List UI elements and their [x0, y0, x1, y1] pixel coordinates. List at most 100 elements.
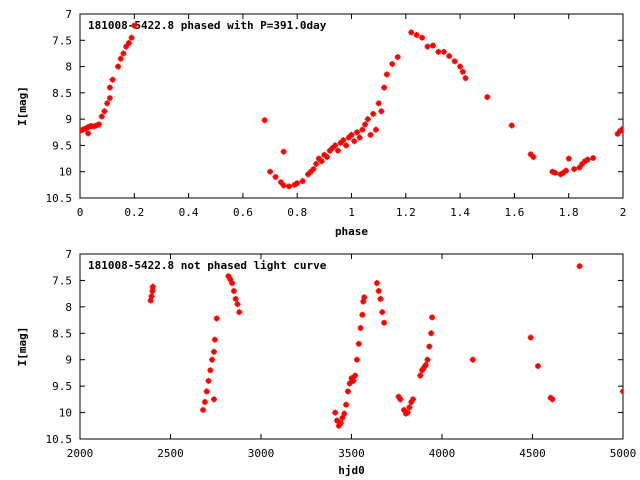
data-point	[98, 113, 105, 120]
data-point	[351, 138, 358, 145]
data-point	[419, 34, 426, 41]
data-point	[106, 84, 113, 91]
data-point	[359, 311, 366, 318]
x-tick-label: 0.6	[233, 206, 253, 219]
data-point	[280, 182, 287, 189]
data-point	[408, 29, 415, 36]
data-point	[232, 295, 239, 302]
plot-frame	[79, 253, 624, 440]
data-point	[125, 39, 132, 46]
data-point	[419, 367, 426, 374]
data-point	[413, 32, 420, 39]
data-point	[356, 134, 363, 141]
data-point	[534, 363, 541, 370]
x-tick-label: 1.6	[504, 206, 524, 219]
data-point	[131, 22, 138, 29]
data-point	[85, 124, 92, 131]
x-tick-label: 1.8	[559, 206, 579, 219]
x-tick-label: 2000	[67, 447, 94, 460]
data-point	[383, 71, 390, 78]
data-point	[348, 131, 355, 138]
data-point	[381, 84, 388, 91]
data-point	[148, 293, 155, 300]
data-point	[326, 147, 333, 154]
data-point	[343, 142, 350, 149]
data-point	[579, 160, 586, 167]
data-point	[379, 309, 386, 316]
data-point	[207, 367, 214, 374]
data-point	[90, 123, 97, 130]
data-point	[364, 116, 371, 123]
x-axis-label: hjd0	[338, 464, 365, 477]
data-point	[353, 129, 360, 136]
data-point	[213, 315, 220, 322]
data-point	[440, 48, 447, 55]
data-point	[359, 126, 366, 133]
data-point	[332, 409, 339, 416]
data-point	[210, 348, 217, 355]
y-tick-label: 9.5	[52, 139, 72, 152]
data-point	[128, 34, 135, 41]
data-point	[590, 155, 597, 162]
data-point	[344, 388, 351, 395]
phased-light-curve-panel: 0 0.2 0.4 0.6 0.8 1 1.2 1.4 1.6 1.8 2 7 7.5 8 8.5 9 9.5 1…	[16, 8, 626, 238]
y-tick-label: 7.5	[52, 34, 72, 47]
data-point	[201, 399, 208, 405]
data-point	[318, 158, 325, 165]
x-tick-label: 3500	[338, 447, 365, 460]
y-tick-label: 7.5	[52, 274, 72, 287]
data-point	[557, 171, 564, 178]
data-point	[345, 134, 352, 141]
y-tick-label: 7	[65, 248, 72, 261]
data-point	[109, 76, 116, 83]
data-point	[305, 171, 312, 178]
y-tick-label: 10.5	[46, 192, 73, 205]
data-point	[329, 145, 336, 152]
data-point	[451, 58, 458, 65]
data-point	[348, 375, 355, 382]
data-point	[429, 314, 436, 321]
data-point	[617, 127, 623, 134]
data-series	[147, 263, 623, 429]
data-point	[408, 399, 415, 405]
chart-title: 181008-5422.8 phased with P=391.0day	[88, 19, 327, 32]
raw-light-curve-panel: 2000 2500 3000 3500 4000 4500 5000 7 7.5 8 8.5 9 9.5…	[16, 248, 636, 477]
data-point	[375, 288, 382, 294]
data-point	[410, 396, 417, 403]
x-tick-label: 1.2	[396, 206, 416, 219]
data-point	[353, 356, 360, 363]
data-point	[272, 173, 279, 180]
data-point	[324, 153, 331, 160]
data-point	[104, 100, 111, 107]
data-point	[343, 401, 350, 408]
data-point	[370, 110, 377, 117]
data-point	[549, 168, 556, 175]
data-point	[234, 301, 241, 308]
data-point	[80, 126, 86, 133]
data-point	[205, 377, 212, 384]
data-point	[560, 169, 567, 176]
data-point	[435, 48, 442, 55]
y-axis-label: I[mag]	[16, 327, 29, 367]
y-tick-label: 10	[59, 407, 72, 420]
data-point	[576, 263, 583, 270]
x-tick-label: 0.8	[287, 206, 307, 219]
data-point	[428, 330, 435, 337]
data-point	[614, 130, 621, 137]
data-point	[571, 166, 578, 173]
data-point	[378, 108, 385, 115]
data-point	[294, 180, 301, 187]
data-point	[149, 283, 156, 290]
data-point	[367, 131, 374, 138]
y-tick-label: 8	[65, 301, 72, 314]
data-point	[310, 166, 317, 173]
data-point	[101, 108, 108, 115]
y-tick-label: 9	[65, 354, 72, 367]
data-point	[381, 319, 388, 326]
data-point	[395, 393, 402, 400]
data-point	[420, 364, 427, 371]
y-tick-label: 9.5	[52, 380, 72, 393]
data-point	[106, 95, 113, 102]
data-series	[80, 22, 623, 190]
